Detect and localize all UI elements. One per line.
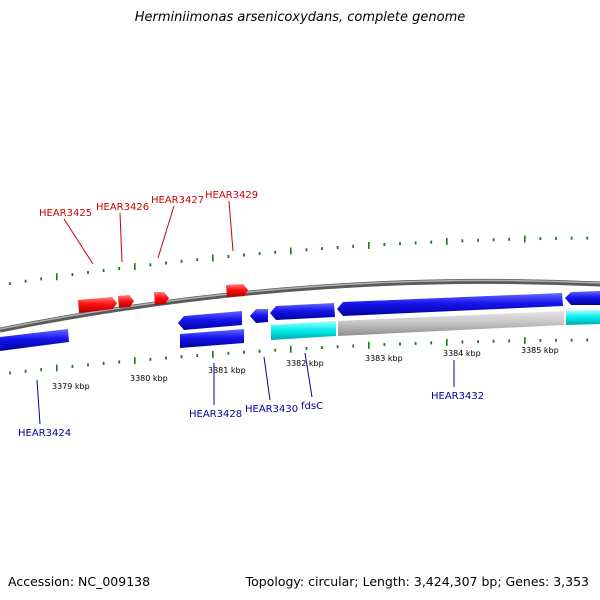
gene-arrow-hear3427[interactable]	[154, 292, 169, 305]
tick-track-outer	[9, 235, 589, 285]
gene-arrow-hear3426[interactable]	[118, 295, 134, 308]
leader-hear3425	[63, 218, 94, 265]
feature-fdsc[interactable]	[271, 321, 336, 340]
gene-arrow-fdsd[interactable]	[270, 303, 335, 320]
tick-track-inner	[9, 337, 589, 375]
gene-label-hear3432[interactable]: HEAR3432	[431, 391, 484, 402]
accession-text: Accession: NC_009138	[8, 574, 151, 589]
minus-strand-genes	[0, 291, 600, 351]
gene-arrow-next[interactable]	[565, 291, 600, 305]
gene-arrow-fdsb[interactable]	[337, 293, 563, 316]
gene-arrow-hear3428-a[interactable]	[178, 311, 242, 330]
leader-fdsc	[304, 352, 313, 398]
scale-label-3379: 3379 kbp	[52, 382, 90, 391]
gene-label-hear3425[interactable]: HEAR3425	[39, 208, 92, 219]
gene-arrow-hear3424[interactable]	[0, 329, 69, 351]
leader-hear3430	[263, 356, 271, 401]
gene-label-hear3430[interactable]: HEAR3430	[245, 404, 298, 415]
genome-title: Herminiimonas arsenicoxydans, complete g…	[134, 10, 466, 25]
leader-hear3427	[157, 205, 175, 259]
scale-label-3385: 3385 kbp	[521, 346, 559, 355]
feature-hear3432[interactable]	[338, 311, 564, 336]
gene-arrow-hear3429[interactable]	[226, 284, 248, 297]
topology-text: Topology: circular; Length: 3,424,307 bp…	[245, 574, 589, 589]
scale-label-3384: 3384 kbp	[443, 349, 481, 358]
gene-label-hear3427[interactable]: HEAR3427	[151, 195, 204, 206]
gene-label-hear3428[interactable]: HEAR3428	[189, 409, 242, 420]
genome-backbone	[0, 278, 600, 333]
feature-track	[271, 310, 600, 340]
leader-hear3424	[36, 379, 41, 425]
minus-gene-labels: HEAR3424 HEAR3428 HEAR3430 fdsC HEAR3432	[18, 352, 484, 439]
plus-strand-genes	[78, 284, 248, 313]
gene-arrow-hear3428-b[interactable]	[180, 329, 244, 348]
genome-backbone-highlight	[0, 279, 600, 330]
gene-label-hear3429[interactable]: HEAR3429	[205, 190, 258, 201]
gene-arrow-hear3430[interactable]	[250, 309, 268, 323]
gene-label-fdsc[interactable]: fdsC	[301, 401, 323, 412]
gene-arrow-hear3425[interactable]	[78, 297, 117, 313]
leader-hear3426	[119, 212, 123, 263]
plus-gene-labels: HEAR3425 HEAR3426 HEAR3427 HEAR3429	[39, 190, 258, 265]
scale-label-3383: 3383 kbp	[365, 354, 403, 363]
scale-label-3381: 3381 kbp	[208, 366, 246, 375]
leader-hear3429	[228, 200, 234, 252]
scale-label-3380: 3380 kbp	[130, 374, 168, 383]
scale-label-3382: 3382 kbp	[286, 359, 324, 368]
gene-label-hear3424[interactable]: HEAR3424	[18, 428, 71, 439]
scale-labels: 3379 kbp 3380 kbp 3381 kbp 3382 kbp 3383…	[52, 346, 559, 391]
gene-label-hear3426[interactable]: HEAR3426	[96, 202, 149, 213]
feature-next[interactable]	[566, 310, 600, 325]
